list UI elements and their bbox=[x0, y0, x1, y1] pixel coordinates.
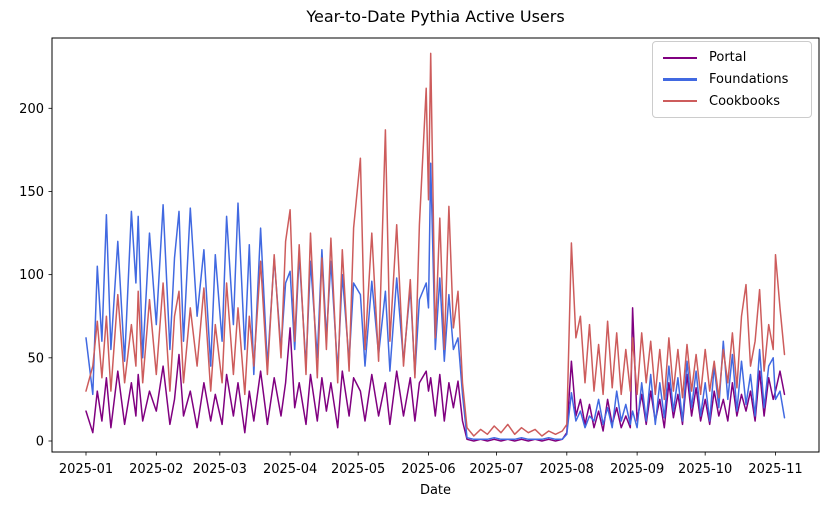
legend: Portal Foundations Cookbooks bbox=[652, 41, 812, 118]
y-tick-label: 50 bbox=[27, 351, 44, 366]
portal-line bbox=[85, 307, 786, 442]
x-tick-label: 2025-04 bbox=[263, 462, 317, 477]
legend-item-foundations: Foundations bbox=[663, 69, 801, 91]
x-tick-label: 2025-06 bbox=[401, 462, 455, 477]
x-tick-label: 2025-10 bbox=[678, 462, 732, 477]
legend-item-portal: Portal bbox=[663, 47, 801, 69]
foundations-line bbox=[85, 162, 786, 441]
x-tick-label: 2025-11 bbox=[748, 462, 802, 477]
legend-label-cookbooks: Cookbooks bbox=[709, 93, 780, 109]
x-tick-label: 2025-09 bbox=[610, 462, 664, 477]
legend-label-portal: Portal bbox=[709, 50, 747, 66]
y-tick-label: 150 bbox=[19, 185, 44, 200]
legend-label-foundations: Foundations bbox=[709, 72, 789, 87]
x-tick-label: 2025-08 bbox=[540, 462, 594, 477]
x-tick-label: 2025-01 bbox=[59, 462, 113, 477]
y-tick-label: 200 bbox=[19, 102, 44, 117]
x-tick-label: 2025-02 bbox=[129, 462, 183, 477]
x-axis-label: Date bbox=[419, 483, 452, 498]
legend-item-cookbooks: Cookbooks bbox=[663, 90, 801, 112]
cookbooks-line bbox=[85, 52, 786, 437]
portal-line-swatch bbox=[663, 56, 697, 60]
x-tick-label: 2025-05 bbox=[331, 462, 385, 477]
x-tick-label: 2025-07 bbox=[469, 462, 523, 477]
cookbooks-line-swatch bbox=[663, 99, 697, 103]
y-tick-label: 100 bbox=[19, 268, 44, 283]
chart-title: Year-to-Date Pythia Active Users bbox=[306, 7, 565, 26]
x-tick-label: 2025-03 bbox=[193, 462, 247, 477]
foundations-line-swatch bbox=[663, 78, 697, 81]
y-tick-label: 0 bbox=[36, 435, 44, 450]
